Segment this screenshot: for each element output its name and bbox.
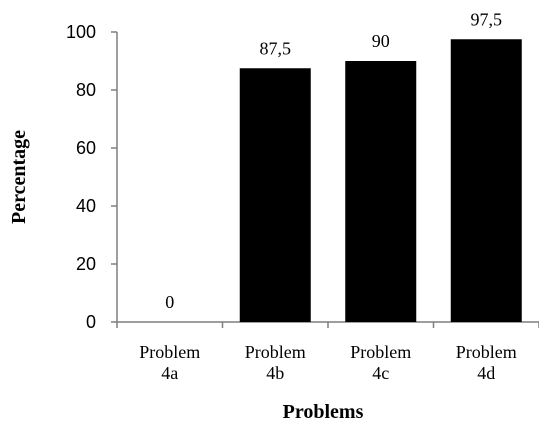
data-label: 0 [165, 292, 174, 312]
x-tick-label: Problem 4a [139, 342, 200, 383]
data-label: 90 [372, 31, 390, 51]
x-tick-label: Problem 4c [350, 342, 411, 383]
x-tick-label-line: Problem [350, 342, 411, 362]
data-label: 97,5 [471, 9, 503, 29]
data-label: 87,5 [260, 38, 292, 58]
y-tick-label: 40 [76, 196, 96, 216]
x-tick-label: Problem 4b [245, 342, 306, 383]
bar [450, 39, 522, 322]
y-axis: 0 20 40 60 80 100 [66, 22, 118, 332]
y-tick-label: 0 [86, 312, 96, 332]
data-labels: 0 87,5 90 97,5 [165, 9, 502, 312]
x-axis-title: Problems [283, 401, 364, 423]
x-tick-label-line: Problem [245, 342, 306, 362]
x-tick-label-line: Problem [456, 342, 517, 362]
x-tick-label-line: 4b [266, 363, 284, 383]
x-tick-label-line: Problem [139, 342, 200, 362]
x-tick-label-line: 4c [372, 363, 389, 383]
y-tick-label: 60 [76, 138, 96, 158]
x-tick-label-line: 4a [161, 363, 178, 383]
bar [345, 61, 417, 322]
y-tick-label: 80 [76, 80, 96, 100]
bar-series [239, 39, 522, 322]
y-tick-label: 100 [66, 22, 96, 42]
y-tick-label: 20 [76, 254, 96, 274]
x-tick-label: Problem 4d [456, 342, 517, 383]
y-axis-title: Percentage [8, 130, 30, 224]
bar [239, 68, 311, 322]
x-tick-label-line: 4d [477, 363, 495, 383]
